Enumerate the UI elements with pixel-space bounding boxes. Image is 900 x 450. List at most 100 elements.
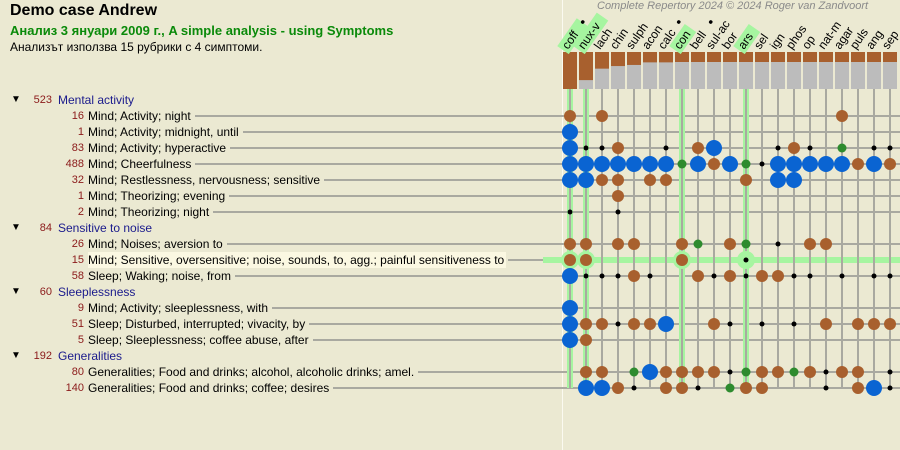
rubric-row[interactable]: 15 Mind; Sensitive, oversensitive; noise,… [0,252,560,268]
grade-black-dot[interactable] [759,161,765,167]
grade-brown-dot[interactable] [676,238,688,250]
grade-brown-dot[interactable] [724,270,736,282]
grade-green-dot[interactable] [741,239,751,249]
grade-blue-dot[interactable] [610,156,626,172]
grade-black-dot[interactable] [647,273,653,279]
rubric-row[interactable]: 488 Mind; Cheerfulness [0,156,560,172]
grade-brown-dot[interactable] [580,238,592,250]
rubric-row[interactable]: 140 Generalities; Food and drinks; coffee… [0,380,560,396]
grade-black-dot[interactable] [759,321,765,327]
grade-black-dot[interactable] [887,145,893,151]
grade-blue-dot[interactable] [562,300,578,316]
grade-black-dot[interactable] [567,209,573,215]
grade-brown-dot[interactable] [612,190,624,202]
grade-green-dot[interactable] [741,367,751,377]
grade-brown-dot[interactable] [836,110,848,122]
grade-green-dot[interactable] [693,239,703,249]
expand-triangle-icon[interactable]: ▼ [11,286,21,297]
grade-blue-dot[interactable] [578,172,594,188]
grade-blue-dot[interactable] [594,156,610,172]
grade-brown-dot[interactable] [868,318,880,330]
symptom-group[interactable]: ▼ 523 Mental activity [0,92,560,108]
grade-black-dot[interactable] [887,369,893,375]
grade-brown-dot[interactable] [644,174,656,186]
rubric-row[interactable]: 9 Mind; Activity; sleeplessness, with [0,300,560,316]
grade-green-dot[interactable] [677,159,687,169]
grade-brown-dot[interactable] [820,238,832,250]
grade-blue-dot[interactable] [834,156,850,172]
grade-black-dot[interactable] [823,385,829,391]
grade-brown-dot[interactable] [708,318,720,330]
grade-black-dot[interactable] [727,369,733,375]
rubric-row[interactable]: 83 Mind; Activity; hyperactive [0,140,560,156]
grade-black-dot[interactable] [711,273,717,279]
grade-black-dot[interactable] [791,321,797,327]
grade-brown-dot[interactable] [660,382,672,394]
grade-brown-dot[interactable] [708,366,720,378]
grade-blue-dot[interactable] [578,156,594,172]
grade-black-dot[interactable] [727,321,733,327]
grade-blue-dot[interactable] [562,124,578,140]
grade-black-dot[interactable] [871,145,877,151]
grade-blue-dot[interactable] [626,156,642,172]
symptom-group[interactable]: ▼ 60 Sleeplessness [0,284,560,300]
grade-blue-dot[interactable] [866,156,882,172]
grade-blue-dot[interactable] [594,380,610,396]
grade-brown-dot[interactable] [580,318,592,330]
grade-black-dot[interactable] [807,273,813,279]
grade-blue-dot[interactable] [770,172,786,188]
grade-brown-dot[interactable] [612,142,624,154]
rubric-row[interactable]: 1 Mind; Theorizing; evening [0,188,560,204]
grade-black-dot[interactable] [631,385,637,391]
grade-black-dot[interactable] [583,145,589,151]
grade-brown-dot[interactable] [740,382,752,394]
grade-green-dot[interactable] [629,367,639,377]
grade-brown-dot[interactable] [884,318,896,330]
grade-black-dot[interactable] [743,257,749,263]
grade-brown-dot[interactable] [820,318,832,330]
grade-blue-dot[interactable] [658,156,674,172]
remedy-header-sep[interactable]: sep [879,28,900,52]
grade-blue-dot[interactable] [786,156,802,172]
grade-brown-dot[interactable] [580,254,592,266]
expand-triangle-icon[interactable]: ▼ [11,350,21,361]
grade-brown-dot[interactable] [772,366,784,378]
grade-brown-dot[interactable] [596,174,608,186]
grade-blue-dot[interactable] [562,156,578,172]
grade-blue-dot[interactable] [562,332,578,348]
grade-brown-dot[interactable] [564,110,576,122]
grade-blue-dot[interactable] [866,380,882,396]
remedy-label[interactable]: sep [879,28,900,52]
symptom-group[interactable]: ▼ 192 Generalities [0,348,560,364]
grade-brown-dot[interactable] [580,366,592,378]
grade-brown-dot[interactable] [580,334,592,346]
grade-black-dot[interactable] [887,385,893,391]
grade-blue-dot[interactable] [722,156,738,172]
grade-green-dot[interactable] [837,143,847,153]
grade-black-dot[interactable] [599,145,605,151]
rubric-row[interactable]: 16 Mind; Activity; night [0,108,560,124]
grade-brown-dot[interactable] [612,382,624,394]
grade-black-dot[interactable] [823,369,829,375]
grade-brown-dot[interactable] [644,318,656,330]
expand-triangle-icon[interactable]: ▼ [11,222,21,233]
grade-black-dot[interactable] [663,145,669,151]
grade-blue-dot[interactable] [690,156,706,172]
grade-brown-dot[interactable] [836,366,848,378]
grade-brown-dot[interactable] [612,174,624,186]
grade-blue-dot[interactable] [562,140,578,156]
grade-brown-dot[interactable] [708,158,720,170]
grade-blue-dot[interactable] [802,156,818,172]
grade-black-dot[interactable] [615,209,621,215]
grade-brown-dot[interactable] [660,174,672,186]
grade-brown-dot[interactable] [676,254,688,266]
grade-blue-dot[interactable] [562,268,578,284]
grade-black-dot[interactable] [871,273,877,279]
grade-black-dot[interactable] [695,385,701,391]
grade-black-dot[interactable] [743,273,749,279]
grade-green-dot[interactable] [725,383,735,393]
grade-brown-dot[interactable] [596,366,608,378]
grade-brown-dot[interactable] [852,318,864,330]
grade-brown-dot[interactable] [756,270,768,282]
grade-blue-dot[interactable] [562,316,578,332]
